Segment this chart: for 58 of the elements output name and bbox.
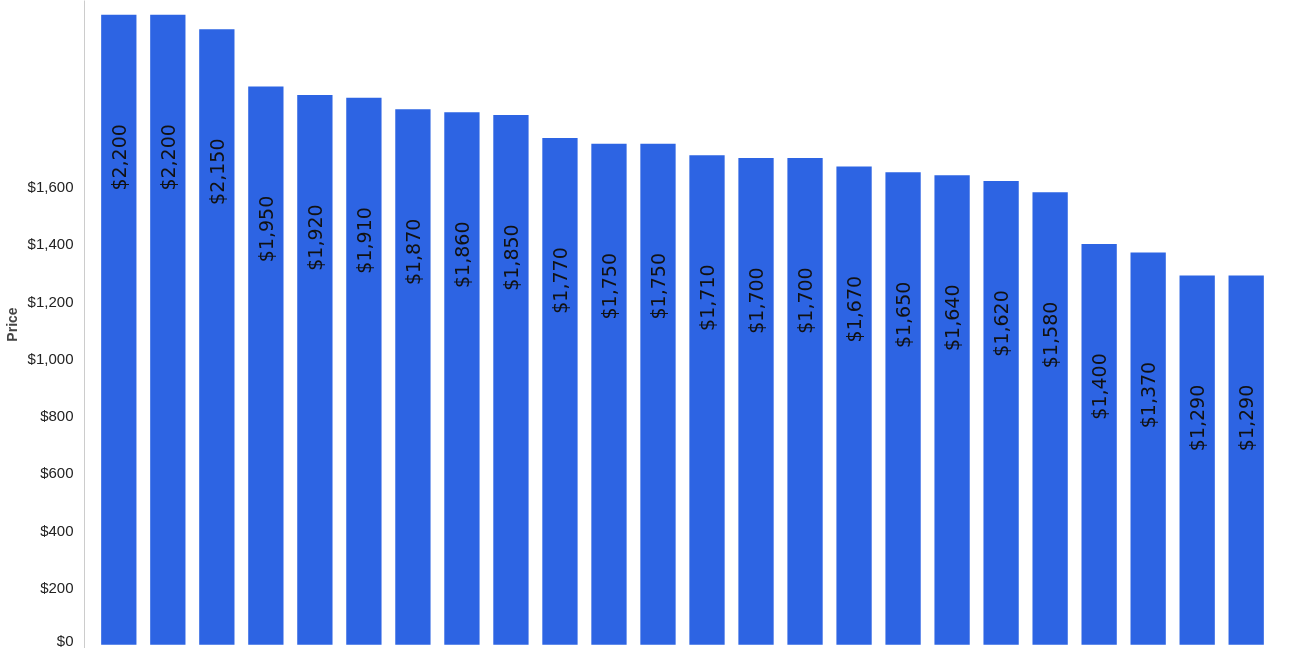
bar: [885, 172, 921, 645]
data-label: $1,640: [941, 284, 964, 351]
y-axis-title: Price: [3, 307, 20, 342]
bar: [199, 29, 235, 645]
bar: [1130, 252, 1166, 645]
data-label: $1,650: [892, 281, 915, 349]
data-label: $1,400: [1088, 353, 1111, 420]
bar: [1081, 243, 1117, 645]
data-label: $1,290: [1186, 384, 1209, 452]
data-label: $1,920: [303, 204, 326, 271]
bar: [493, 115, 529, 645]
y-tick-label: $1,600: [27, 178, 74, 196]
data-label: $1,710: [696, 264, 719, 331]
bar: [1032, 192, 1068, 645]
y-tick-label: $800: [40, 407, 74, 425]
y-tick-label: $1,400: [27, 235, 74, 253]
bar: [1228, 275, 1264, 645]
bar: [934, 175, 970, 645]
data-label: $1,290: [1235, 384, 1258, 452]
data-label: $1,700: [745, 267, 768, 334]
bar: [787, 157, 823, 645]
bar: [738, 157, 774, 645]
bar: [248, 86, 284, 645]
data-label: $1,700: [794, 267, 817, 334]
data-label: $1,910: [352, 207, 375, 274]
data-label: $2,200: [156, 124, 179, 191]
data-label: $1,750: [597, 252, 620, 320]
bar: [346, 97, 382, 645]
bar: [1179, 275, 1215, 645]
bar: [542, 137, 578, 645]
data-label: $1,750: [646, 252, 669, 320]
data-label: $1,850: [499, 224, 522, 291]
bar: [101, 14, 137, 645]
data-label: $1,670: [843, 275, 866, 343]
bar: [836, 166, 872, 645]
y-tick-label: $200: [40, 579, 74, 597]
bar: [297, 94, 333, 645]
bar: [983, 180, 1019, 645]
y-tick-label: $600: [40, 464, 74, 482]
data-label: $1,620: [990, 290, 1013, 357]
data-label: $1,870: [401, 218, 424, 286]
y-tick-label: $1,000: [27, 349, 74, 367]
data-label: $2,200: [107, 124, 130, 191]
bar: [444, 112, 480, 645]
data-label: $1,370: [1137, 361, 1160, 429]
data-label: $1,950: [254, 195, 277, 263]
bar: [395, 109, 431, 645]
data-label: $1,770: [548, 247, 571, 314]
y-tick-label: $400: [40, 521, 74, 539]
bar: [689, 155, 725, 645]
bar: [640, 143, 676, 645]
y-tick-label: $0: [56, 631, 74, 649]
y-tick-label: $1,200: [27, 292, 74, 310]
bar: [150, 14, 186, 645]
data-label: $1,580: [1039, 301, 1062, 369]
bar: [591, 143, 627, 645]
data-label: $1,860: [450, 221, 473, 288]
data-label: $2,150: [205, 138, 228, 205]
